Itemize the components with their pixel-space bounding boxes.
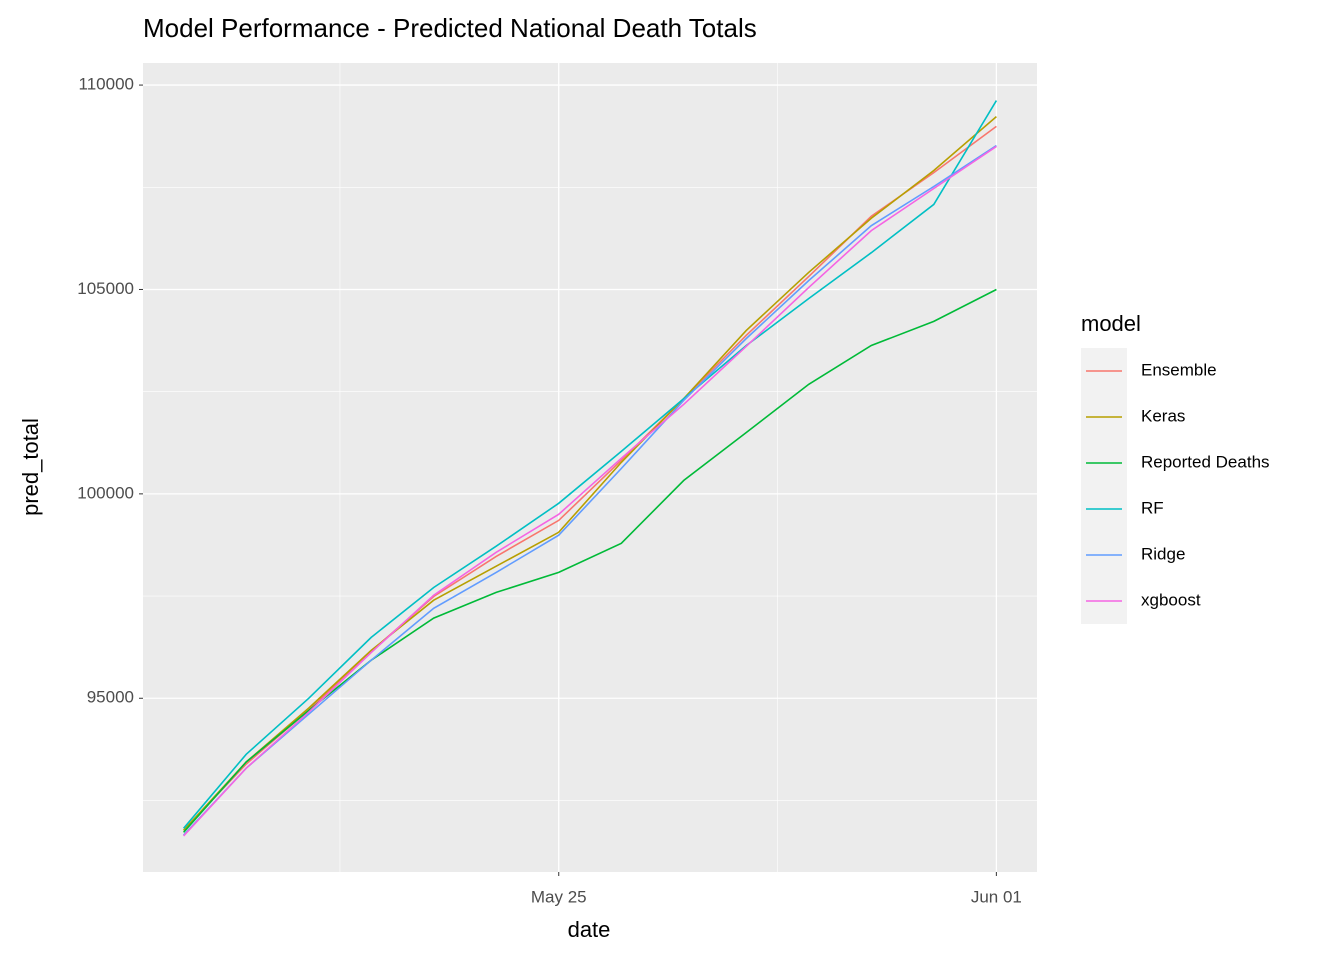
legend-title: model xyxy=(1081,311,1141,336)
chart-title: Model Performance - Predicted National D… xyxy=(143,13,757,43)
series-line xyxy=(182,100,998,829)
plot-panel xyxy=(143,63,1037,872)
x-tick-label: Jun 01 xyxy=(971,887,1022,906)
series-line xyxy=(183,115,997,831)
series-line xyxy=(183,145,997,837)
legend-label: RF xyxy=(1141,498,1164,517)
y-tick-label: 95000 xyxy=(87,688,134,707)
legend-label: Reported Deaths xyxy=(1141,452,1270,471)
y-tick-label: 105000 xyxy=(77,279,134,298)
legend-label: Ensemble xyxy=(1141,360,1217,379)
y-axis-title: pred_total xyxy=(18,418,43,516)
legend-label: xgboost xyxy=(1141,590,1201,609)
x-tick-label: May 25 xyxy=(531,887,587,906)
legend-label: Keras xyxy=(1141,406,1185,425)
y-tick-label: 110000 xyxy=(79,75,134,94)
series-line xyxy=(183,144,997,836)
y-tick-label: 100000 xyxy=(77,483,134,502)
legend-label: Ridge xyxy=(1141,544,1185,563)
x-axis-title: date xyxy=(568,917,611,942)
